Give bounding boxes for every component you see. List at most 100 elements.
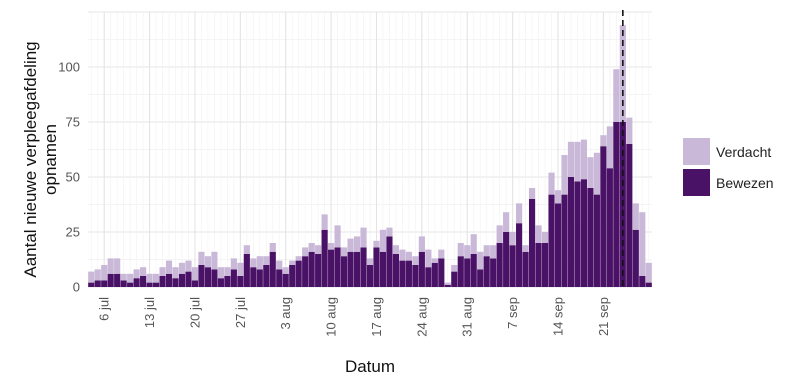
bar-bewezen (606, 168, 613, 287)
legend-label: Bewezen (716, 175, 774, 191)
bar-bewezen (308, 251, 315, 287)
bar-verdacht (276, 260, 283, 270)
bar-bewezen (490, 258, 497, 287)
bar-bewezen (503, 232, 510, 287)
bar-bewezen (321, 229, 328, 287)
bar-bewezen (412, 265, 419, 287)
bar-bewezen (328, 249, 335, 287)
bar-verdacht (152, 273, 160, 283)
bars (88, 25, 652, 287)
bar-verdacht (405, 251, 412, 261)
bar-verdacht (496, 225, 503, 243)
bar-bewezen (386, 236, 393, 287)
bar-bewezen (567, 177, 575, 287)
bar-verdacht (159, 267, 166, 276)
x-tick-label: 13 jul (142, 297, 157, 328)
bar-verdacht (256, 256, 263, 270)
bar-bewezen (645, 282, 652, 287)
y-axis-title-line: opnamen (41, 124, 60, 195)
bar-verdacht (250, 258, 257, 268)
bar-verdacht (334, 225, 341, 248)
bar-bewezen (140, 276, 147, 287)
bar-verdacht (516, 203, 523, 224)
bar-verdacht (528, 188, 536, 199)
bar-verdacht (88, 271, 95, 283)
bar-verdacht (373, 240, 380, 248)
bar-verdacht (503, 212, 510, 232)
bar-bewezen (632, 229, 639, 287)
bar-bewezen (94, 280, 101, 287)
bar-bewezen (516, 223, 523, 287)
bar-bewezen (360, 247, 367, 287)
bar-verdacht (606, 126, 613, 169)
bar-bewezen (353, 251, 361, 287)
bar-verdacht (101, 265, 108, 281)
bar-bewezen (347, 251, 354, 287)
bar-verdacht (340, 247, 348, 257)
x-tick-label: 31 aug (460, 297, 475, 337)
bar-verdacht (165, 260, 173, 274)
bar-verdacht (237, 262, 244, 276)
bar-bewezen (127, 282, 134, 287)
bar-verdacht (328, 243, 335, 250)
bar-verdacht (613, 69, 620, 122)
bar-bewezen (269, 251, 276, 287)
bar-verdacht (561, 155, 568, 195)
bar-verdacht (191, 267, 199, 281)
bar-bewezen (263, 265, 270, 287)
bar-bewezen (379, 251, 387, 287)
bar-verdacht (315, 245, 322, 254)
bar-bewezen (425, 267, 432, 287)
bar-verdacht (295, 256, 302, 261)
bar-bewezen (444, 284, 451, 287)
bar-bewezen (593, 194, 600, 287)
bar-verdacht (146, 273, 153, 283)
bar-bewezen (282, 273, 289, 287)
bar-verdacht (464, 245, 471, 259)
bar-verdacht (574, 141, 581, 182)
bar-bewezen (554, 203, 562, 287)
bar-bewezen (580, 179, 588, 287)
bar-verdacht (302, 247, 309, 257)
bar-verdacht (114, 258, 121, 274)
bar-verdacht (548, 172, 555, 195)
bar-verdacht (626, 117, 633, 144)
x-axis-title: Datum (345, 357, 395, 376)
bar-verdacht (379, 229, 387, 252)
y-axis-title-line: Aantal nieuwe verpleegafdeling (21, 41, 40, 277)
bar-verdacht (490, 245, 497, 259)
bar-bewezen (418, 251, 425, 287)
x-tick-label: 3 aug (278, 297, 293, 330)
y-tick-label: 50 (66, 170, 80, 185)
bar-bewezen (101, 280, 108, 287)
bar-verdacht (94, 269, 101, 281)
legend-label: Verdacht (716, 144, 771, 160)
bar-bewezen (574, 181, 581, 287)
bar-bewezen (250, 267, 257, 287)
legend-swatch (683, 169, 710, 196)
bar-bewezen (613, 122, 620, 287)
bar-bewezen (217, 278, 224, 287)
bar-verdacht (127, 273, 134, 283)
bar-verdacht (451, 265, 458, 272)
bar-bewezen (133, 278, 140, 287)
bar-verdacht (224, 267, 231, 276)
bar-verdacht (535, 225, 542, 243)
bar-verdacht (353, 236, 361, 252)
y-tick-label: 0 (73, 280, 80, 295)
bar-bewezen (392, 254, 400, 287)
bar-verdacht (172, 267, 179, 279)
x-tick-label: 14 sep (551, 297, 566, 336)
bar-bewezen (276, 269, 283, 287)
bar-verdacht (366, 258, 374, 265)
bar-verdacht (399, 249, 406, 261)
bar-bewezen (483, 256, 490, 287)
bar-verdacht (263, 256, 270, 265)
bar-bewezen (438, 258, 445, 287)
bar-verdacht (580, 139, 588, 180)
bar-verdacht (425, 249, 432, 268)
bar-verdacht (107, 258, 114, 274)
bar-verdacht (133, 269, 140, 279)
bar-verdacht (289, 260, 296, 265)
